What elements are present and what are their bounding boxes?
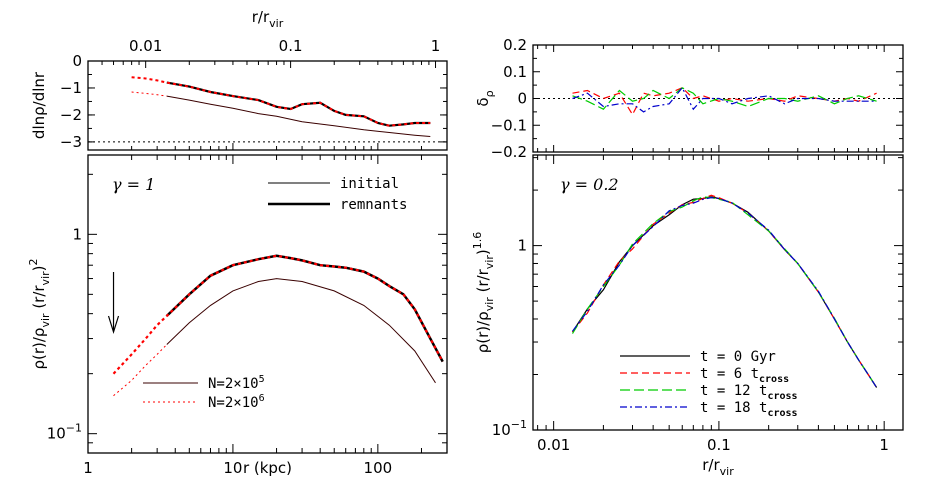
y-tick-label-base: 1 [517,237,527,255]
legend-label-base: t = 12 t [700,383,767,399]
y-axis-label-sub: ρ [483,90,496,97]
y-tick-label-exp: −1 [66,422,82,435]
y-axis-label-tail: (r/r [30,285,48,314]
gamma-annotation: γ = 1 [112,175,155,194]
legend-label: t = 6 tcross [700,366,789,385]
legend-label-base: N=2×10 [208,395,259,411]
top-x-tick-label: 0.1 [279,37,303,55]
y-axis-label-tail-end: ) [30,265,48,271]
series-line-remnant-highN [112,254,444,375]
x-tick-label: 1 [83,459,93,477]
y-tick-label: 0.2 [503,36,527,54]
legend-label: t = 12 tcross [700,383,798,402]
series-line-initial-highN [131,91,167,97]
y-axis-label-main: ρ(r)/ρ [474,311,492,353]
top-x-tick-label: 0.01 [129,37,162,55]
y-axis-label-tail-sub: vir [39,271,52,286]
y-axis-label-tail: (r/r [474,268,492,297]
plot-frame [87,154,448,454]
y-tick-label: −0.2 [491,143,527,161]
plot-frame [87,60,448,151]
legend-label: initial [340,176,399,192]
x-tick-label: 0.1 [707,436,731,454]
series-line-remnant-lowN [166,81,431,127]
panel-top-left: 0.01 0.1 1 r/rvir 0 −1 −2 −3 dlnρ/dlnr [30,8,448,151]
y-axis-label-sub: vir [39,313,52,328]
legend-label-exp: 5 [259,374,265,385]
y-tick-label: 1 [72,225,82,243]
legend-label-base: t = 0 Gyr [700,349,776,365]
x-tick-label: 10 [223,459,242,477]
legend-label: N=2×106 [208,393,265,411]
top-x-axis-label: r/rvir [252,8,284,30]
legend-label-base: t = 18 t [700,400,767,416]
y-axis-label-main: ρ(r)/ρ [30,328,48,370]
y-tick-label: 0.1 [503,63,527,81]
top-x-axis-label-main: r/r [252,8,270,26]
y-tick-label: 10−1 [47,422,82,443]
x-axis-label: r (kpc) [243,459,292,477]
x-tick-label: 1 [879,436,889,454]
y-tick-label-base: 10 [47,425,66,443]
y-tick-label-base: 10 [492,421,511,439]
legend-label: N=2×105 [208,374,265,392]
y-axis-label-tail-sub: vir [483,255,496,270]
legend-label-sub: cross [759,374,789,385]
gamma-annotation: γ = 0.2 [560,175,619,194]
y-axis-label: δρ [474,90,496,106]
legend-label-base: t = 6 t [700,366,759,382]
x-axis-label-sub: vir [720,465,735,478]
series-line-t18 [572,196,878,388]
y-axis-label: dlnρ/dlnr [30,71,48,139]
y-tick-label: 10−1 [492,418,527,439]
y-axis-label-sub: vir [483,297,496,312]
y-tick-label: 1 [517,237,527,255]
y-axis-label: ρ(r)/ρvir (r/rvir)1.6 [471,232,496,354]
y-axis-label: ρ(r)/ρvir (r/rvir)2 [27,258,52,369]
y-tick-label: 0 [72,52,82,70]
y-tick-label: −2 [60,106,82,124]
series-line-initial [166,278,436,384]
legend-label-base: N=2×10 [208,376,259,392]
series-line-remnant-lowN [165,254,444,363]
legend-label-sub: cross [767,391,797,402]
x-axis-label-main: r/r [702,456,720,474]
x-axis-label: r/rvir [702,456,734,478]
legend-label: remnants [340,197,407,213]
series-line-initial [166,95,431,137]
series-line-remnant-highN [131,76,431,127]
top-x-axis-label-sub: vir [269,17,284,30]
plot-frame [532,154,904,431]
x-tick-label: 100 [364,459,393,477]
y-tick-label: −1 [60,79,82,97]
series-line-t12 [571,196,878,388]
y-tick-label-exp: −1 [511,418,527,431]
arrow-head [107,315,120,335]
y-axis-label-exp: 2 [27,258,40,265]
legend-label: t = 18 tcross [700,400,798,419]
y-axis-label-tail-end: ) [474,249,492,255]
series-line-t12 [572,87,877,110]
y-axis-label-main: δ [474,97,492,106]
y-tick-label: −3 [60,133,82,151]
y-tick-label-base: 1 [72,225,82,243]
x-tick-label: 0.01 [537,436,570,454]
series-line-initial-highN [113,344,168,397]
legend-label-exp: 6 [259,393,265,404]
panel-top-right: 0.2 0.1 0 −0.1 −0.2 δρ [474,36,904,161]
y-tick-label: −0.1 [491,116,527,134]
y-tick-label: 0 [517,90,527,108]
legend-label: t = 0 Gyr [700,349,776,365]
top-x-tick-label: 1 [431,37,441,55]
y-axis-label-exp: 1.6 [471,232,484,250]
legend-label-sub: cross [767,408,797,419]
